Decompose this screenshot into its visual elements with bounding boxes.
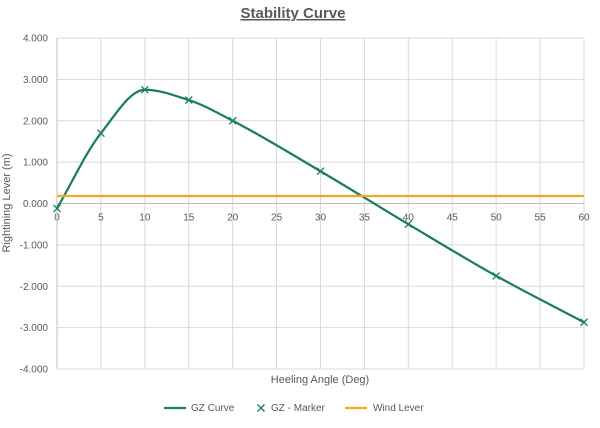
x-tick-label: 45	[447, 213, 459, 224]
marker-stroke	[404, 220, 413, 229]
y-tick-label: 2.000	[23, 116, 48, 127]
x-tick-label: 60	[578, 213, 590, 224]
marker-stroke	[580, 318, 588, 327]
x-axis-title: Heeling Angle (Deg)	[271, 374, 369, 386]
x-tick-label: 55	[535, 213, 547, 224]
legend-label: GZ - Marker	[271, 403, 326, 414]
legend-item: GZ - Marker	[257, 403, 326, 414]
legend-label: Wind Lever	[373, 403, 424, 414]
series-layer	[53, 85, 588, 327]
chart-title: Stability Curve	[240, 5, 345, 22]
marker-stroke	[184, 96, 193, 105]
x-tick-label: 50	[491, 213, 503, 224]
y-axis-title: Rightining Lever (m)	[1, 153, 13, 252]
x-tick-label: 35	[359, 213, 371, 224]
marker-stroke	[96, 129, 105, 138]
legend-label: GZ Curve	[191, 403, 235, 414]
marker-stroke	[140, 85, 149, 94]
gz-marker-point	[492, 271, 501, 280]
y-tick-label: 0.000	[23, 199, 48, 210]
x-tick-label: 20	[227, 213, 239, 224]
x-tick-label: 10	[139, 213, 151, 224]
x-tick-label: 15	[183, 213, 195, 224]
y-tick-label: 3.000	[23, 75, 48, 86]
x-tick-label: 5	[98, 213, 104, 224]
gz-marker-point	[184, 96, 193, 105]
x-tick-label: 25	[271, 213, 283, 224]
legend: GZ Curve GZ - Marker Wind Lever	[164, 403, 424, 414]
marker-stroke	[53, 204, 61, 213]
gz-marker-point	[53, 204, 61, 213]
gz-marker-point	[404, 220, 413, 229]
gz-marker-point	[140, 85, 149, 94]
y-tick-label: -1.000	[20, 240, 49, 251]
y-tick-label: -2.000	[20, 282, 49, 293]
marker-stroke	[492, 271, 501, 280]
gz-marker-point	[228, 116, 237, 125]
gz-marker-point	[96, 129, 105, 138]
legend-item: Wind Lever	[345, 403, 424, 414]
legend-marker-icon	[257, 404, 265, 412]
x-tick-label: 30	[315, 213, 327, 224]
y-tick-label: -4.000	[20, 365, 49, 376]
gz-marker-point	[316, 167, 325, 176]
y-tick-label: 4.000	[23, 34, 48, 45]
y-tick-label: 1.000	[23, 158, 48, 169]
marker-stroke	[257, 404, 265, 412]
x-tick-label: 40	[403, 213, 415, 224]
gz-marker-point	[580, 318, 588, 327]
axis-layer: 0510152025303540455055604.0003.0002.0001…	[20, 34, 590, 376]
marker-stroke	[228, 116, 237, 125]
y-tick-label: -3.000	[20, 323, 49, 334]
gz-curve-line	[56, 88, 585, 324]
legend-item: GZ Curve	[164, 403, 235, 414]
marker-stroke	[316, 167, 325, 176]
